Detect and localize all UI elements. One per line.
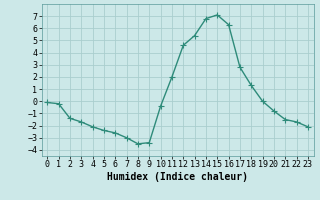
X-axis label: Humidex (Indice chaleur): Humidex (Indice chaleur) bbox=[107, 172, 248, 182]
